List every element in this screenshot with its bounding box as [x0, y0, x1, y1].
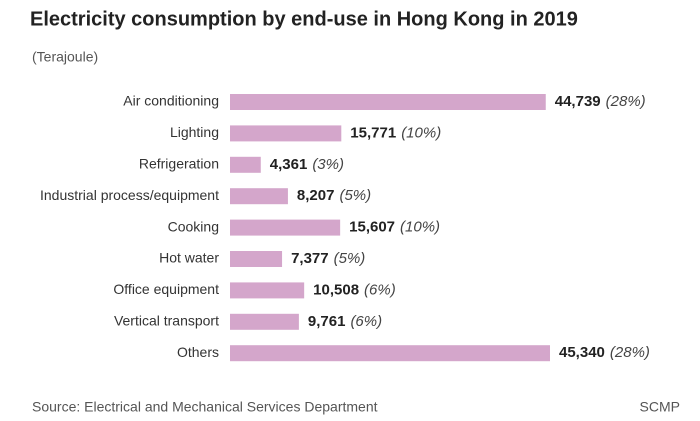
share-label: (10%)	[401, 124, 441, 141]
bar	[230, 156, 261, 173]
bar	[230, 125, 342, 142]
bar	[230, 219, 341, 236]
value-label: 15,607	[349, 219, 395, 236]
bar	[230, 282, 305, 299]
bar	[230, 313, 299, 330]
bar	[230, 345, 550, 362]
chart-subtitle: (Terajoule)	[32, 49, 98, 65]
category-label: Air conditioning	[123, 93, 219, 109]
value-label: 44,739	[555, 93, 601, 110]
share-label: (5%)	[334, 250, 366, 267]
value-label: 7,377	[291, 250, 329, 267]
category-label: Lighting	[170, 124, 219, 140]
bar	[230, 188, 288, 205]
category-label: Cooking	[168, 218, 219, 234]
value-label: 8,207	[297, 187, 335, 204]
source: Source: Electrical and Mechanical Servic…	[32, 399, 378, 415]
category-label: Industrial process/equipment	[40, 187, 219, 203]
bar	[230, 251, 283, 267]
share-label: (6%)	[350, 313, 382, 330]
share-label: (5%)	[339, 187, 371, 204]
bar	[230, 94, 546, 110]
category-label: Office equipment	[113, 281, 219, 297]
value-label: 4,361	[270, 156, 308, 173]
value-label: 15,771	[350, 124, 396, 141]
chart-title: Electricity consumption by end-use in Ho…	[30, 8, 578, 30]
share-label: (28%)	[610, 344, 650, 361]
category-label: Hot water	[159, 250, 219, 266]
share-label: (6%)	[364, 281, 396, 298]
value-label: 9,761	[308, 313, 346, 330]
category-label: Refrigeration	[139, 156, 219, 172]
category-label: Vertical transport	[114, 313, 219, 329]
category-label: Others	[177, 344, 219, 360]
share-label: (10%)	[400, 219, 440, 236]
share-label: (3%)	[312, 156, 344, 173]
share-label: (28%)	[606, 93, 646, 110]
value-label: 45,340	[559, 344, 605, 361]
credit: SCMP	[640, 399, 680, 415]
value-label: 10,508	[313, 281, 359, 298]
